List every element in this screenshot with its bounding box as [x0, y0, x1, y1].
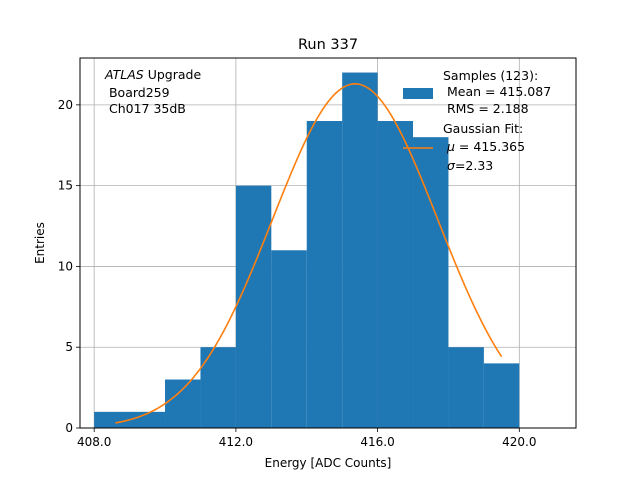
x-axis-label: Energy [ADC Counts]: [265, 456, 392, 470]
legend-fit-mu: μ = 415.365: [446, 139, 525, 154]
axis-ticks: 408.0 412.0 416.0 420.0 0 5 10 15 20: [58, 98, 537, 449]
y-axis-label: Entries: [33, 222, 47, 264]
histogram-bars: [94, 72, 520, 429]
legend-histogram-title: Samples (123):: [443, 68, 538, 83]
histogram-bar: [200, 347, 236, 428]
gaussian-fit-curve: [115, 83, 503, 424]
annotation-line-1: ATLAS Upgrade: [104, 67, 201, 82]
legend-fit-sigma: σ=2.33: [447, 158, 493, 173]
legend: Samples (123): Mean = 415.087 RMS = 2.18…: [403, 68, 551, 173]
atlas-annotation: ATLAS Upgrade Board259 Ch017 35dB: [104, 67, 201, 116]
histogram-bar: [448, 347, 484, 428]
legend-histogram-mean: Mean = 415.087: [443, 84, 551, 99]
legend-histogram-rms: RMS = 2.188: [443, 101, 529, 116]
x-tick-label: 412.0: [219, 435, 253, 449]
annotation-atlas: ATLAS: [104, 67, 144, 82]
legend-sigma-symbol: σ: [447, 158, 456, 173]
chart-title: Run 337: [298, 37, 358, 53]
histogram-bar: [377, 121, 414, 429]
histogram-bar: [306, 121, 343, 429]
plot-frame: [79, 57, 577, 429]
y-tick-label: 10: [58, 259, 73, 273]
legend-histogram-swatch: [403, 88, 433, 99]
legend-fit-title: Gaussian Fit:: [443, 121, 523, 136]
histogram-bar: [413, 137, 449, 429]
x-tick-label: 420.0: [502, 435, 536, 449]
legend-mu-symbol: μ: [446, 139, 455, 154]
annotation-channel: Ch017 35dB: [105, 101, 186, 116]
histogram-bar: [165, 379, 201, 428]
histogram-bar: [342, 72, 378, 429]
histogram-bar: [271, 250, 307, 428]
y-tick-label: 5: [65, 340, 73, 354]
histogram-bar: [483, 363, 520, 428]
x-tick-label: 408.0: [77, 435, 111, 449]
legend-sigma-value: =2.33: [455, 158, 493, 173]
gaussian-fit: [115, 83, 503, 424]
annotation-board: Board259: [105, 85, 170, 100]
y-tick-label: 0: [65, 421, 73, 435]
histogram-bar: [235, 185, 272, 428]
y-tick-label: 15: [58, 179, 73, 193]
annotation-upgrade: Upgrade: [144, 67, 202, 82]
legend-mu-value: = 415.365: [455, 139, 525, 154]
y-tick-label: 20: [58, 98, 73, 112]
x-tick-label: 416.0: [360, 435, 394, 449]
